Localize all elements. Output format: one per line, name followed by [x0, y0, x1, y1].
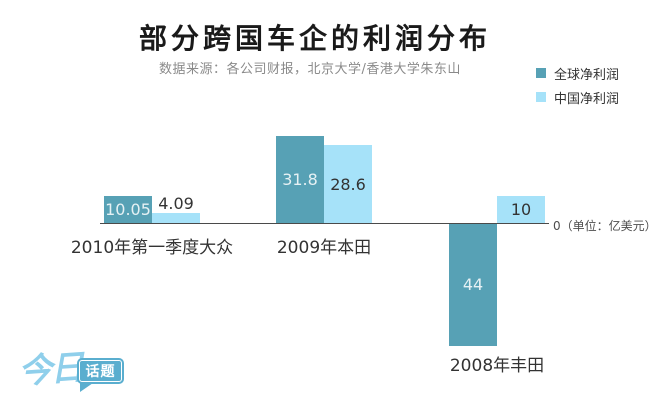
bar-value-label-china-honda-2009: 28.6 — [330, 174, 366, 194]
legend: 全球净利润 中国净利润 — [536, 66, 619, 114]
bar-value-label-china-vw-2010q1: 4.09 — [158, 193, 194, 213]
legend-swatch-china-icon — [536, 92, 546, 102]
chart-title: 部分跨国车企的利润分布 — [138, 22, 491, 55]
logo-speech-bubble: 话题 — [77, 358, 124, 384]
bar-global-vw-2010q1 — [104, 196, 152, 224]
bar-value-label-global-honda-2009: 31.8 — [282, 169, 318, 189]
category-label-honda-2009: 2009年本田 — [276, 238, 372, 258]
axis-zero-label: 0（单位：亿美元） — [553, 219, 657, 233]
bar-global-honda-2009 — [276, 135, 324, 224]
legend-item-china: 中国净利润 — [536, 90, 620, 107]
zero-axis-line — [100, 223, 549, 224]
bar-china-vw-2010q1 — [152, 212, 200, 224]
bar-china-honda-2009 — [324, 144, 372, 224]
logo-bubble-text: 话题 — [85, 364, 116, 380]
logo-script-text: 今日 — [16, 347, 84, 393]
bar-value-label-global-vw-2010q1: 10.05 — [105, 200, 151, 220]
legend-swatch-global-icon — [536, 68, 546, 78]
legend-label-china: 中国净利润 — [554, 91, 620, 107]
legend-label-global: 全球净利润 — [554, 67, 620, 83]
category-label-vw-2010q1: 2010年第一季度大众 — [70, 238, 234, 258]
logo-bubble-tail-icon — [80, 383, 93, 392]
chart-subtitle: 数据来源：各公司财报，北京大学/香港大学朱东山 — [159, 62, 461, 77]
bar-value-label-global-toyota-2008: 44 — [462, 275, 484, 294]
category-label-toyota-2008: 2008年丰田 — [449, 356, 545, 376]
bar-china-toyota-2008 — [497, 196, 545, 224]
logo-bubble-border: 话题 — [79, 360, 122, 382]
legend-item-global: 全球净利润 — [536, 66, 620, 83]
bar-value-label-china-toyota-2008: 10 — [510, 200, 532, 220]
bar-global-toyota-2008 — [449, 224, 497, 346]
